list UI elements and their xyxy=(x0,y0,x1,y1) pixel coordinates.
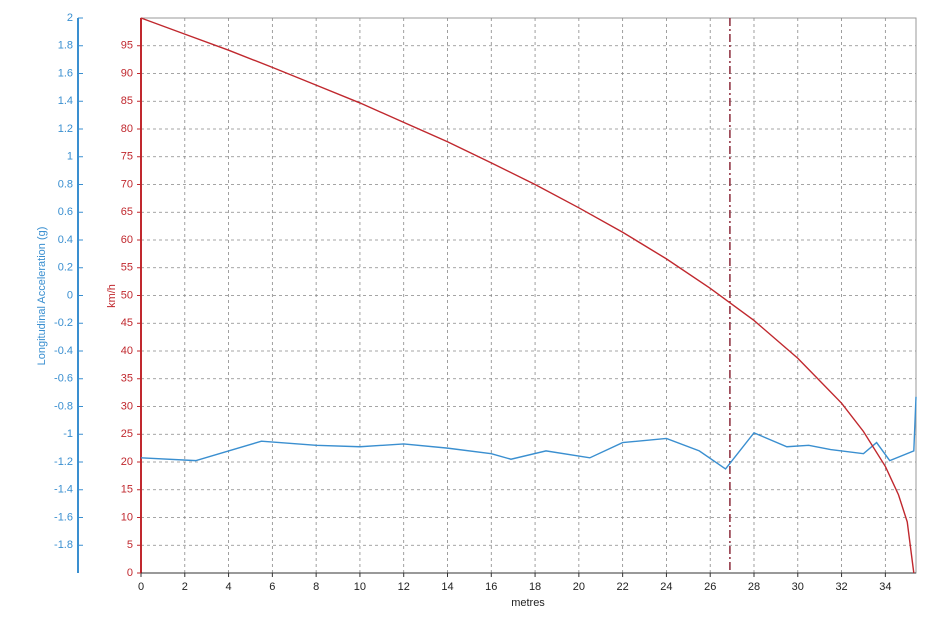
y-tick-label: 0.4 xyxy=(58,234,73,246)
y-tick-label: -1.8 xyxy=(54,539,73,551)
y2-tick-label: 25 xyxy=(121,428,133,440)
data-line xyxy=(140,17,915,574)
y2-tick-label: 90 xyxy=(121,67,133,79)
x-tick-label: 20 xyxy=(573,581,585,593)
plot-area xyxy=(140,17,917,574)
x-tick-label: 28 xyxy=(748,581,760,593)
y-tick-label: -0.6 xyxy=(54,373,73,385)
y-tick-label: -1 xyxy=(63,428,73,440)
y2-tick-label: 30 xyxy=(121,400,133,412)
y2-tick-label: 85 xyxy=(121,95,133,107)
y-tick-label: 1.4 xyxy=(58,95,73,107)
x-tick-label: 24 xyxy=(660,581,672,593)
x-tick-label: 8 xyxy=(313,581,319,593)
y-tick-label: 2 xyxy=(67,12,73,24)
x-tick-label: 6 xyxy=(269,581,275,593)
y-tick-label: -0.4 xyxy=(54,345,73,357)
data-line xyxy=(140,396,917,470)
y-tick-label: 0.2 xyxy=(58,262,73,274)
x-tick-label: 12 xyxy=(398,581,410,593)
x-tick-label: 32 xyxy=(835,581,847,593)
y-tick-label: 0.6 xyxy=(58,206,73,218)
y-tick-label: -1.2 xyxy=(54,456,73,468)
y2-tick-label: 50 xyxy=(121,289,133,301)
y-tick-label: 1.6 xyxy=(58,67,73,79)
x-tick-label: 34 xyxy=(879,581,891,593)
y2-tick-label: 80 xyxy=(121,123,133,135)
x-tick-label: 4 xyxy=(226,581,232,593)
x-tick-label: 2 xyxy=(182,581,188,593)
y2-tick-label: 95 xyxy=(121,40,133,52)
x-tick-label: 22 xyxy=(617,581,629,593)
y2-tick-label: 15 xyxy=(121,484,133,496)
y-tick-label: -1.6 xyxy=(54,511,73,523)
y-axis-title: Longitudinal Acceleration (g) xyxy=(36,227,48,366)
x-tick-label: 14 xyxy=(441,581,453,593)
y2-axis-title: km/h xyxy=(106,284,118,308)
x-tick-label: 26 xyxy=(704,581,716,593)
y2-tick-label: 65 xyxy=(121,206,133,218)
x-tick-label: 10 xyxy=(354,581,366,593)
y2-tick-label: 10 xyxy=(121,511,133,523)
x-tick-label: 0 xyxy=(138,581,144,593)
y-tick-label: -1.4 xyxy=(54,484,73,496)
y-tick-label: 1 xyxy=(67,151,73,163)
y-tick-label: -0.8 xyxy=(54,400,73,412)
y2-tick-label: 55 xyxy=(121,262,133,274)
y2-tick-label: 45 xyxy=(121,317,133,329)
y-tick-label: 1.8 xyxy=(58,40,73,52)
x-tick-label: 18 xyxy=(529,581,541,593)
y2-tick-label: 75 xyxy=(121,151,133,163)
y2-tick-label: 35 xyxy=(121,373,133,385)
y-tick-label: 1.2 xyxy=(58,123,73,135)
y2-tick-label: 20 xyxy=(121,456,133,468)
y2-tick-label: 70 xyxy=(121,178,133,190)
x-tick-label: 30 xyxy=(792,581,804,593)
x-axis-title: metres xyxy=(511,597,545,609)
y2-tick-label: 0 xyxy=(127,567,133,579)
y-tick-label: 0.8 xyxy=(58,178,73,190)
y-tick-label: -0.2 xyxy=(54,317,73,329)
y2-tick-label: 60 xyxy=(121,234,133,246)
y2-tick-label: 40 xyxy=(121,345,133,357)
y2-tick-label: 5 xyxy=(127,539,133,551)
x-tick-label: 16 xyxy=(485,581,497,593)
y-tick-label: 0 xyxy=(67,289,73,301)
